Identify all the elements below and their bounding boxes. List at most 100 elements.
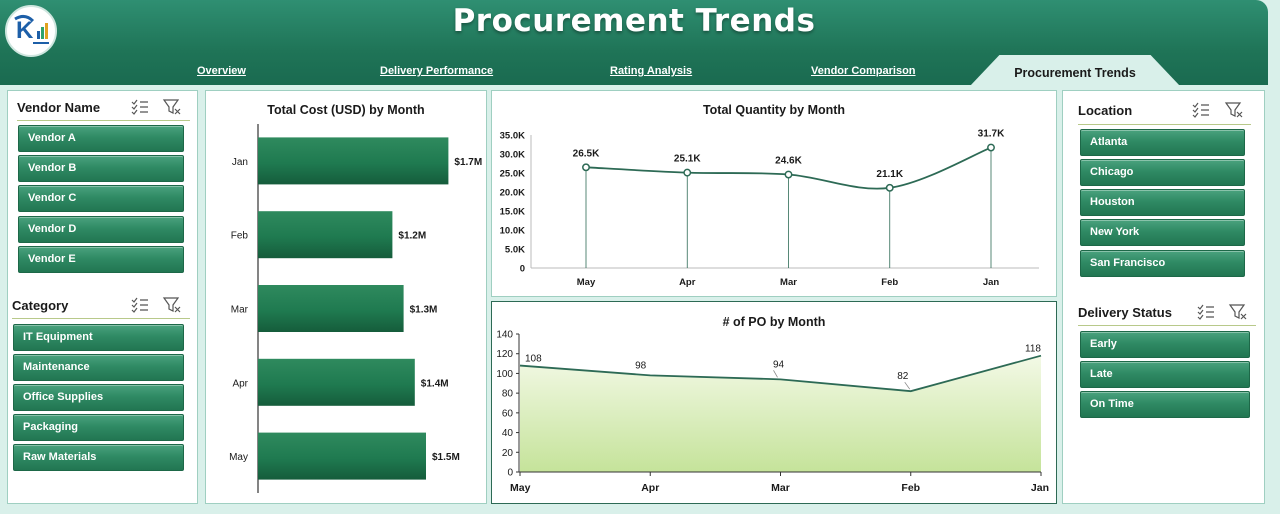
point-may bbox=[582, 163, 590, 172]
cost-bar-chart: Jan $1.7M Feb $1.2M Mar $1.3M Apr $1.4M May $1.5M bbox=[229, 124, 482, 493]
po-area-chart: 0 20 40 60 80 100 120 140 108 May 98 Apr 94 Mar 82 Feb 1… bbox=[496, 330, 1049, 495]
multi-select-icon[interactable] bbox=[130, 98, 150, 121]
slicer-item-it-equipment[interactable]: IT Equipment bbox=[13, 324, 184, 351]
bar-apr bbox=[258, 358, 415, 406]
tick-label-apr: Apr bbox=[232, 378, 248, 389]
tick-label-jan: Jan bbox=[232, 157, 248, 168]
x-tick-label-apr: Apr bbox=[641, 482, 659, 494]
dashboard-header: K Procurement Trends Overview Delivery P… bbox=[0, 0, 1268, 86]
category-slicer-divider bbox=[12, 318, 190, 319]
po-area-fill bbox=[520, 355, 1041, 472]
delivery-status-slicer-title: Delivery Status bbox=[1078, 305, 1172, 320]
y-tick-label: 100 bbox=[496, 369, 513, 380]
data-label-mar: $1.3M bbox=[410, 305, 438, 316]
y-tick-label: 15.0K bbox=[500, 207, 525, 218]
tab-overview[interactable]: Overview bbox=[197, 65, 246, 77]
x-tick-label-feb: Feb bbox=[881, 277, 898, 288]
bar-mar bbox=[258, 285, 404, 332]
y-tick-label: 25.0K bbox=[500, 169, 525, 180]
tab-procurement-trends-label: Procurement Trends bbox=[1014, 65, 1136, 80]
point-apr bbox=[683, 168, 692, 177]
tick-label-may: May bbox=[229, 452, 248, 463]
y-tick-label: 0 bbox=[520, 264, 525, 275]
leader-line bbox=[904, 381, 911, 390]
data-label-apr: $1.4M bbox=[421, 378, 449, 389]
point-mar bbox=[784, 170, 793, 179]
slicer-item-atlanta[interactable]: Atlanta bbox=[1080, 129, 1245, 156]
cost-chart-title: Total Cost (USD) by Month bbox=[267, 103, 425, 117]
y-tick-label: 0 bbox=[507, 468, 513, 479]
po-series-line bbox=[519, 354, 1042, 393]
bar-feb bbox=[258, 211, 393, 259]
tab-rating-analysis[interactable]: Rating Analysis bbox=[610, 65, 693, 77]
slicer-item-chicago[interactable]: Chicago bbox=[1080, 159, 1245, 186]
data-label-may: 26.5K bbox=[573, 148, 600, 159]
data-label-apr: 98 bbox=[635, 360, 647, 371]
x-tick-label-may: May bbox=[577, 277, 596, 288]
multi-select-icon[interactable] bbox=[1196, 303, 1216, 326]
slicer-item-vendor-e[interactable]: Vendor E bbox=[18, 246, 184, 273]
tick-label-feb: Feb bbox=[231, 231, 249, 242]
slicer-item-vendor-b[interactable]: Vendor B bbox=[18, 155, 184, 182]
bar-may bbox=[258, 432, 426, 480]
clear-filter-icon[interactable] bbox=[162, 98, 182, 121]
multi-select-icon[interactable] bbox=[130, 296, 150, 319]
x-tick-label-mar: Mar bbox=[780, 277, 797, 288]
y-tick-label: 140 bbox=[496, 330, 513, 341]
x-tick-label-feb: Feb bbox=[901, 482, 920, 494]
clear-filter-icon[interactable] bbox=[1228, 303, 1248, 326]
slicer-item-vendor-d[interactable]: Vendor D bbox=[18, 216, 184, 243]
quantity-chart-panel: Total Quantity by Month 0 5.0K 10.0K 15.0K 2… bbox=[491, 90, 1057, 297]
x-tick-label-may: May bbox=[510, 482, 531, 494]
quantity-line-chart: 0 5.0K 10.0K 15.0K 20.0K 25.0K 30.0K 35.0K 26.5K… bbox=[500, 129, 1039, 288]
slicer-item-early[interactable]: Early bbox=[1080, 331, 1250, 358]
slicer-item-late[interactable]: Late bbox=[1080, 361, 1250, 388]
bar-jan bbox=[258, 137, 449, 185]
y-tick-label: 30.0K bbox=[500, 150, 525, 161]
y-tick-label: 80 bbox=[502, 389, 514, 400]
y-tick-label: 40 bbox=[502, 428, 514, 439]
slicer-item-raw-materials[interactable]: Raw Materials bbox=[13, 444, 184, 471]
category-slicer-title: Category bbox=[12, 298, 69, 313]
clear-filter-icon[interactable] bbox=[1224, 101, 1244, 124]
y-tick-label: 60 bbox=[502, 408, 514, 419]
multi-select-icon[interactable] bbox=[1191, 101, 1211, 124]
data-label-feb: 21.1K bbox=[876, 169, 903, 180]
slicer-item-on-time[interactable]: On Time bbox=[1080, 391, 1250, 418]
left-slicer-panel: Vendor Name Vendor A Vendor B Vendor C V… bbox=[7, 90, 198, 504]
point-jan bbox=[987, 143, 995, 152]
y-tick-label: 10.0K bbox=[500, 226, 525, 237]
tick-label-mar: Mar bbox=[231, 305, 249, 316]
tab-procurement-trends[interactable]: Procurement Trends bbox=[970, 55, 1180, 86]
y-tick-label: 20 bbox=[502, 448, 514, 459]
page-title: Procurement Trends bbox=[452, 3, 816, 39]
data-label-mar: 94 bbox=[773, 359, 785, 370]
data-label-may: 108 bbox=[525, 354, 542, 365]
tab-vendor-comparison[interactable]: Vendor Comparison bbox=[811, 65, 916, 77]
slicer-item-houston[interactable]: Houston bbox=[1080, 189, 1245, 216]
location-slicer-title: Location bbox=[1078, 103, 1133, 118]
y-tick-label: 5.0K bbox=[505, 245, 525, 256]
leader-line bbox=[773, 370, 778, 378]
x-tick-label-apr: Apr bbox=[679, 277, 696, 288]
y-tick-label: 35.0K bbox=[500, 131, 525, 142]
slicer-item-packaging[interactable]: Packaging bbox=[13, 414, 184, 441]
clear-filter-icon[interactable] bbox=[162, 296, 182, 319]
slicer-item-office-supplies[interactable]: Office Supplies bbox=[13, 384, 184, 411]
data-label-jan: 31.7K bbox=[978, 129, 1005, 140]
tab-delivery-performance[interactable]: Delivery Performance bbox=[380, 65, 494, 77]
x-tick-label-mar: Mar bbox=[771, 482, 790, 494]
company-logo: K bbox=[5, 5, 57, 57]
cost-chart-panel: Total Cost (USD) by Month Jan $1.7M Feb $1.… bbox=[205, 90, 487, 504]
svg-text:K: K bbox=[16, 17, 34, 44]
slicer-item-vendor-a[interactable]: Vendor A bbox=[18, 125, 184, 152]
slicer-item-san-francisco[interactable]: San Francisco bbox=[1080, 250, 1245, 277]
x-tick-label-jan: Jan bbox=[983, 277, 1000, 288]
slicer-item-vendor-c[interactable]: Vendor C bbox=[18, 185, 184, 212]
data-label-feb: $1.2M bbox=[398, 231, 426, 242]
slicer-item-maintenance[interactable]: Maintenance bbox=[13, 354, 184, 381]
data-label-jan: 118 bbox=[1025, 344, 1041, 355]
slicer-item-new-york[interactable]: New York bbox=[1080, 219, 1245, 246]
vendor-slicer-divider bbox=[17, 120, 190, 121]
y-tick-label: 20.0K bbox=[500, 188, 525, 199]
